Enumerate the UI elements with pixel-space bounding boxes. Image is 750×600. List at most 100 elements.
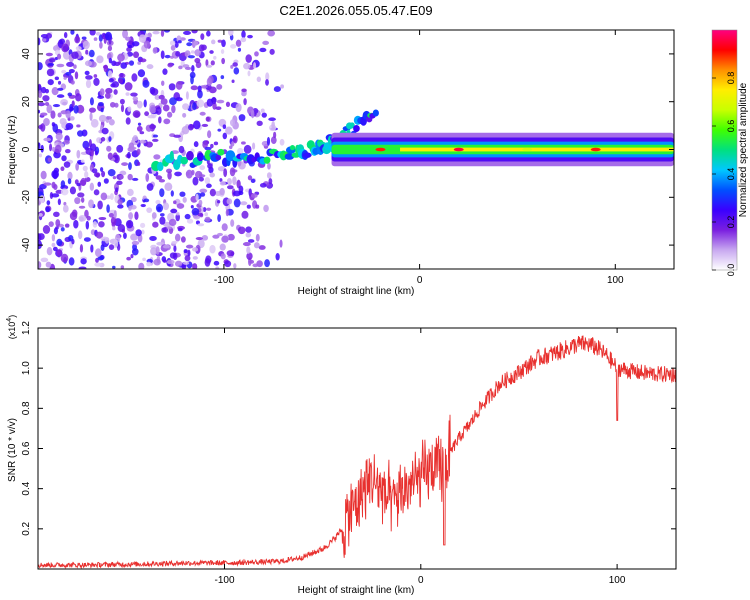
noise-mark (57, 87, 64, 91)
noise-mark (128, 212, 134, 220)
noise-mark (250, 109, 255, 119)
noise-mark (240, 201, 248, 206)
noise-mark (142, 257, 146, 262)
noise-mark (85, 79, 92, 89)
snr-ticks: -100 0 100 0.2 0.4 0.6 0.8 1.0 1.2 (21, 321, 676, 586)
spectrogram-panel: -100 0 100 -40 -20 0 20 40 Height of straight l… (7, 29, 675, 297)
noise-mark (88, 49, 95, 58)
noise-mark (40, 86, 47, 94)
noise-mark (65, 148, 71, 154)
noise-mark (82, 140, 90, 149)
noise-mark (138, 262, 145, 269)
noise-mark (64, 223, 70, 228)
noise-mark (38, 124, 43, 130)
noise-mark (127, 106, 132, 112)
snr-y-tick-label: 0.4 (21, 481, 32, 495)
noise-mark (147, 115, 155, 119)
noise-mark (183, 249, 188, 254)
noise-mark (42, 95, 50, 102)
trace-mark (302, 152, 312, 158)
noise-mark (185, 244, 194, 249)
noise-mark (130, 196, 137, 203)
noise-mark (135, 229, 142, 237)
noise-mark (217, 166, 226, 172)
noise-mark (268, 117, 276, 122)
noise-mark (103, 64, 109, 73)
noise-mark (209, 50, 214, 54)
noise-mark (84, 70, 90, 76)
noise-mark (233, 198, 241, 208)
noise-mark (131, 73, 138, 82)
noise-mark (192, 102, 197, 111)
noise-mark (208, 86, 217, 94)
noise-mark (178, 65, 183, 70)
noise-mark (170, 45, 176, 51)
noise-mark (180, 236, 186, 243)
noise-mark (246, 246, 251, 254)
noise-mark (264, 259, 270, 268)
noise-mark (45, 52, 53, 57)
noise-mark (169, 97, 177, 106)
spectrogram-x-tick-label: 100 (607, 275, 624, 286)
noise-mark (161, 227, 167, 233)
spectrogram-x-label: Height of straight line (km) (298, 286, 415, 297)
noise-mark (52, 104, 61, 108)
noise-mark (226, 177, 232, 186)
noise-mark (136, 125, 143, 132)
noise-mark (107, 169, 116, 177)
noise-mark (121, 162, 129, 166)
spectrogram-y-label: Frequency (Hz) (7, 116, 18, 185)
noise-mark (126, 47, 132, 53)
carrier-peak (375, 147, 386, 152)
noise-mark (84, 60, 93, 67)
noise-mark (96, 55, 104, 64)
noise-mark (205, 59, 209, 67)
noise-mark (179, 191, 186, 197)
noise-mark (224, 260, 232, 268)
noise-mark (243, 144, 252, 154)
noise-mark (38, 109, 41, 114)
noise-mark (209, 188, 216, 197)
noise-mark (262, 40, 270, 45)
noise-mark (241, 88, 247, 93)
trace-mark (204, 149, 213, 161)
noise-mark (171, 105, 176, 114)
noise-mark (111, 81, 120, 88)
noise-mark (273, 131, 277, 139)
noise-mark (78, 266, 87, 269)
noise-mark (52, 246, 58, 252)
noise-mark (243, 98, 247, 106)
noise-mark (153, 258, 161, 266)
noise-mark (238, 190, 244, 196)
noise-mark (220, 253, 226, 260)
trace-mark (263, 156, 271, 164)
noise-mark (146, 207, 153, 214)
noise-mark (219, 181, 226, 186)
noise-mark (245, 226, 252, 233)
noise-mark (159, 216, 166, 225)
snr-panel: -100 0 100 0.2 0.4 0.6 0.8 1.0 1.2 Height of str… (6, 315, 677, 596)
noise-mark (247, 34, 253, 39)
noise-mark (112, 226, 116, 231)
noise-mark (226, 250, 235, 257)
noise-mark (183, 30, 192, 36)
noise-mark (166, 259, 175, 265)
noise-mark (60, 227, 65, 232)
noise-mark (175, 51, 181, 57)
noise-mark (243, 62, 251, 70)
noise-mark (99, 41, 103, 49)
noise-mark (174, 233, 181, 242)
noise-mark (194, 57, 201, 64)
noise-mark (199, 111, 206, 116)
noise-mark (163, 30, 170, 33)
noise-mark (237, 226, 246, 235)
noise-mark (38, 233, 42, 242)
noise-mark (225, 209, 229, 217)
noise-mark (76, 149, 81, 159)
noise-mark (220, 75, 225, 80)
noise-mark (83, 237, 91, 242)
noise-mark (215, 106, 222, 111)
noise-mark (95, 231, 104, 239)
noise-mark (146, 64, 154, 70)
noise-mark (106, 145, 112, 152)
